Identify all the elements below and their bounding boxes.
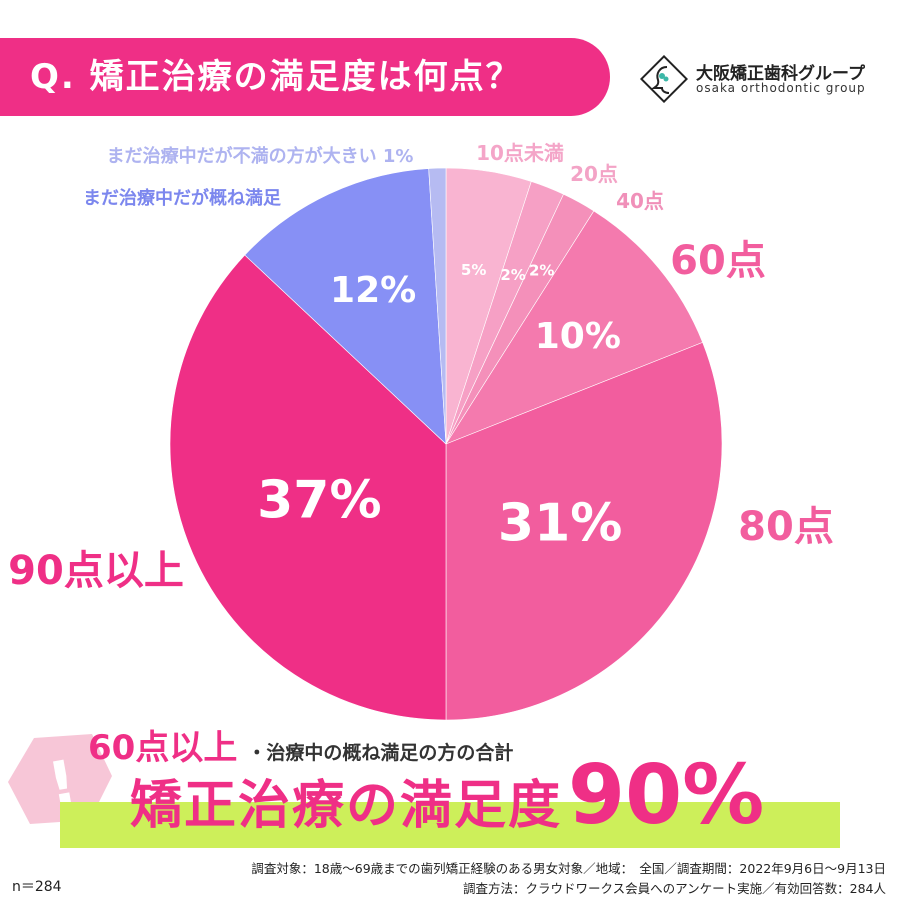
survey-method-note: 調査方法：クラウドワークス会員へのアンケート実施／有効回答数：284人 <box>463 881 886 896</box>
slice-category-label: 40点 <box>616 189 664 213</box>
pie-slice <box>169 254 447 720</box>
slice-category-label: 10点未満 <box>476 141 564 165</box>
summary-headline-value: 90% <box>568 748 765 843</box>
summary-highlight <box>60 802 840 848</box>
logo-name: 大阪矯正歯科グループ <box>696 64 865 84</box>
slice-value-label: 2% <box>529 261 554 279</box>
pie-chart: 5% 10点未満 2% 20点 2% 40点 10% 60点 31% 80点 37% 90点以上 12%… <box>8 141 834 720</box>
slice-category-label: 80点 <box>738 504 834 550</box>
pie-slice <box>428 167 447 445</box>
slice-category-label: 20点 <box>570 162 618 186</box>
slice-value-label: 2% <box>500 266 525 284</box>
summary-headline: 矯正治療の満足度90% <box>130 748 764 843</box>
pie-slice <box>244 168 447 445</box>
summary-threshold: 60点以上 <box>88 728 238 768</box>
slice-category-label: まだ治療中だが概ね満足 <box>83 187 281 209</box>
slice-value-label: 10% <box>535 316 621 357</box>
survey-target-note: 調査対象：18歳〜69歳までの歯列矯正経験のある男女対象／地域： 全国／調査期間… <box>251 861 886 876</box>
sample-size: n＝284 <box>12 879 62 895</box>
slice-category-label: 90点以上 <box>8 548 184 594</box>
summary-headline-text: 矯正治療の満足度 <box>130 776 563 836</box>
slice-category-label: まだ治療中だが不満の方が大きい 1% <box>107 145 414 167</box>
logo: 大阪矯正歯科グループ osaka orthodontic group <box>640 55 880 105</box>
pie-slice <box>445 342 723 720</box>
summary-note: ・治療中の概ね満足の方の合計 <box>247 742 514 764</box>
question-title: Q. 矯正治療の満足度は何点？ <box>30 57 522 97</box>
slice-value-label: 5% <box>461 261 486 279</box>
question-banner: Q. 矯正治療の満足度は何点？ <box>0 38 610 116</box>
logo-subtitle: osaka orthodontic group <box>696 81 866 95</box>
slice-value-label: 37% <box>257 471 381 531</box>
summary-subtitle: 60点以上 ・治療中の概ね満足の方の合計 <box>88 720 513 769</box>
slice-value-label: 12% <box>330 270 416 311</box>
slice-value-label: 31% <box>498 493 622 553</box>
logo-mark-icon <box>640 55 688 103</box>
slice-category-label: 60点 <box>670 238 766 284</box>
pie-slice <box>445 210 704 445</box>
